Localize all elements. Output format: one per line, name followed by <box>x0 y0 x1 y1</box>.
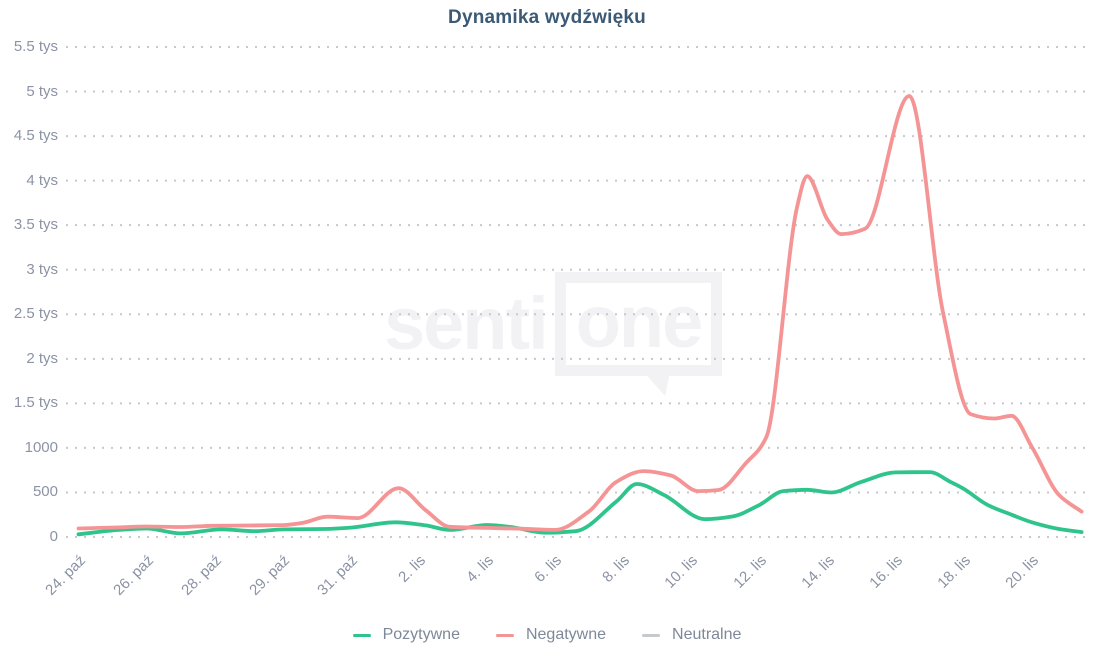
legend-item-negatywne[interactable]: Negatywne <box>495 626 607 644</box>
y-axis-label: 2.5 tys <box>13 305 58 323</box>
legend-swatch-icon <box>352 633 371 637</box>
legend-label: Negatywne <box>525 626 607 643</box>
y-axis-label: 4 tys <box>26 171 58 189</box>
legend-swatch-icon <box>495 633 514 637</box>
y-axis-label: 3.5 tys <box>13 216 58 234</box>
y-axis-label: 1000 <box>24 438 58 456</box>
legend-label: Pozytywne <box>382 626 460 643</box>
y-axis-label: 3 tys <box>26 260 58 278</box>
legend-item-neutralne[interactable]: Neutralne <box>642 626 741 644</box>
y-axis-label: 500 <box>32 483 58 501</box>
sentione-watermark-logo: senti one <box>384 272 723 396</box>
y-axis-label: 5.5 tys <box>13 38 58 55</box>
chart-legend: Pozytywne Negatywne Neutralne <box>0 626 1094 644</box>
watermark-text-one: one <box>575 280 704 363</box>
watermark-text-senti: senti <box>384 282 549 365</box>
series-line-pozytywne[interactable] <box>76 470 1084 537</box>
series-line-negatywne[interactable] <box>76 94 1084 532</box>
y-axis-label: 0 <box>49 528 58 545</box>
chart-title: Dynamika wydźwięku <box>448 7 646 28</box>
legend-item-pozytywne[interactable]: Pozytywne <box>352 626 460 644</box>
y-axis-label: 2 tys <box>26 349 58 367</box>
y-axis-label: 5 tys <box>26 82 58 100</box>
y-axis-label: 4.5 tys <box>13 127 58 145</box>
watermark-speech-bubble: one <box>554 272 723 396</box>
legend-swatch-icon <box>642 633 661 637</box>
legend-label: Neutralne <box>672 626 742 643</box>
y-axis-label: 1.5 tys <box>13 394 58 412</box>
